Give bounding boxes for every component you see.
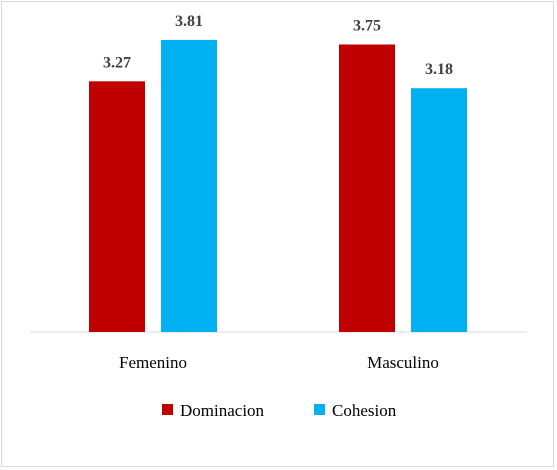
data-label-dominacion-masculino: 3.75 <box>353 18 381 35</box>
legend-swatch-dominacion <box>162 404 173 415</box>
bar-cohesion-masculino <box>411 88 467 332</box>
bar-dominacion-masculino <box>339 44 395 332</box>
legend-label-cohesion: Cohesion <box>332 401 397 420</box>
x-tick-label-femenino: Femenino <box>119 353 187 372</box>
x-tick-label-masculino: Masculino <box>367 353 439 372</box>
legend: Dominacion Cohesion <box>162 401 397 420</box>
data-label-cohesion-masculino: 3.18 <box>425 61 453 78</box>
legend-swatch-cohesion <box>314 404 325 415</box>
legend-label-dominacion: Dominacion <box>180 401 265 420</box>
data-labels-group: 3.27 3.81 3.75 3.18 <box>103 13 453 78</box>
bar-dominacion-femenino <box>89 81 145 332</box>
x-tick-labels-group: Femenino Masculino <box>119 353 439 372</box>
bar-cohesion-femenino <box>161 39 217 333</box>
data-label-dominacion-femenino: 3.27 <box>103 54 131 71</box>
data-label-cohesion-femenino: 3.81 <box>175 13 203 30</box>
bars-group <box>89 39 467 333</box>
